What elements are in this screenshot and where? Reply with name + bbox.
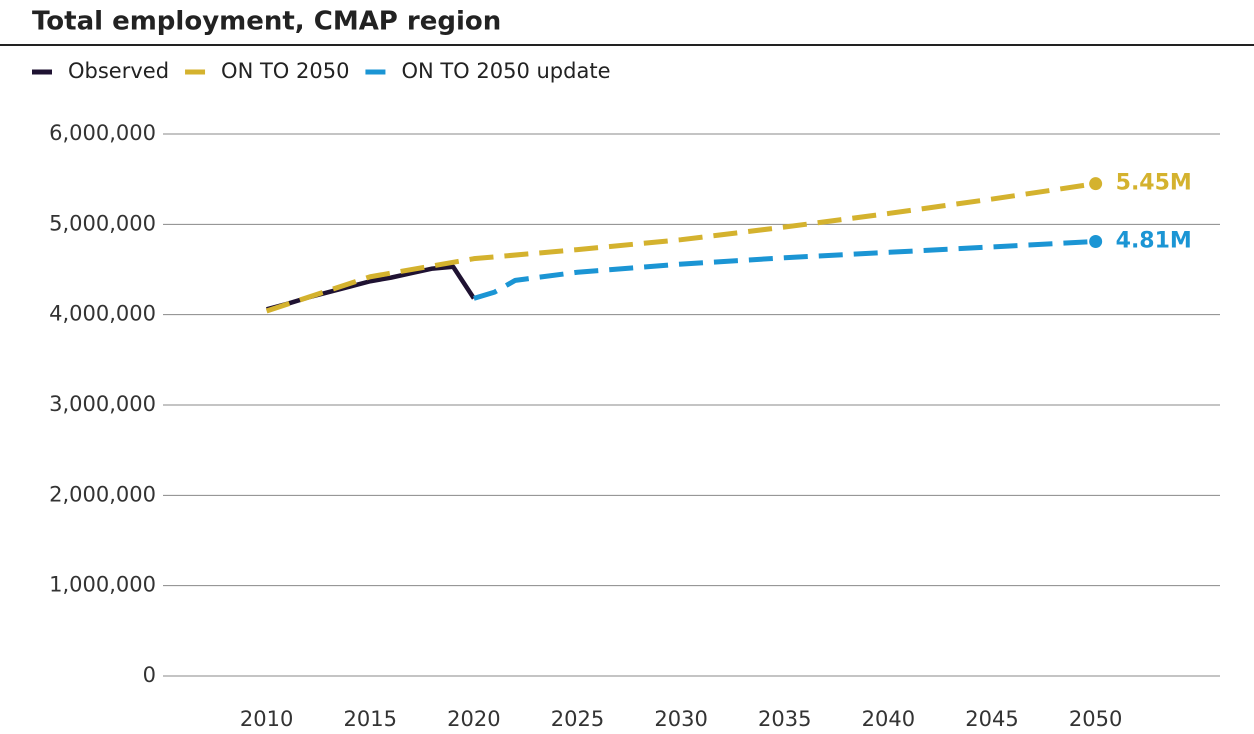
x-tick-label: 2015 <box>344 707 397 731</box>
legend-label: Observed <box>68 59 169 83</box>
chart-title: Total employment, CMAP region <box>32 7 501 37</box>
line-series <box>473 239 1096 301</box>
y-tick-label: 2,000,000 <box>49 482 156 506</box>
legend-label: ON TO 2050 <box>221 59 349 83</box>
x-tick-label: 2040 <box>862 707 915 731</box>
value-label: 4.81M <box>1116 228 1192 253</box>
legend-label: ON TO 2050 update <box>401 59 610 83</box>
x-tick-label: 2030 <box>654 707 707 731</box>
x-tick-label: 2025 <box>551 707 604 731</box>
y-tick-label: 6,000,000 <box>49 121 156 145</box>
end-marker <box>1089 234 1103 248</box>
y-tick-label: 5,000,000 <box>49 211 156 235</box>
x-tick-label: 2010 <box>240 707 293 731</box>
end-marker <box>1089 177 1103 191</box>
value-label: 5.45M <box>1116 171 1192 196</box>
x-tick-label: 2045 <box>965 707 1018 731</box>
y-tick-label: 1,000,000 <box>49 573 156 597</box>
x-tick-label: 2050 <box>1069 707 1122 731</box>
y-tick-label: 3,000,000 <box>49 392 156 416</box>
y-tick-label: 0 <box>143 663 156 687</box>
x-tick-label: 2035 <box>758 707 811 731</box>
line-series <box>266 264 476 312</box>
x-tick-label: 2020 <box>447 707 500 731</box>
y-tick-label: 4,000,000 <box>49 302 156 326</box>
line-series <box>265 181 1097 314</box>
